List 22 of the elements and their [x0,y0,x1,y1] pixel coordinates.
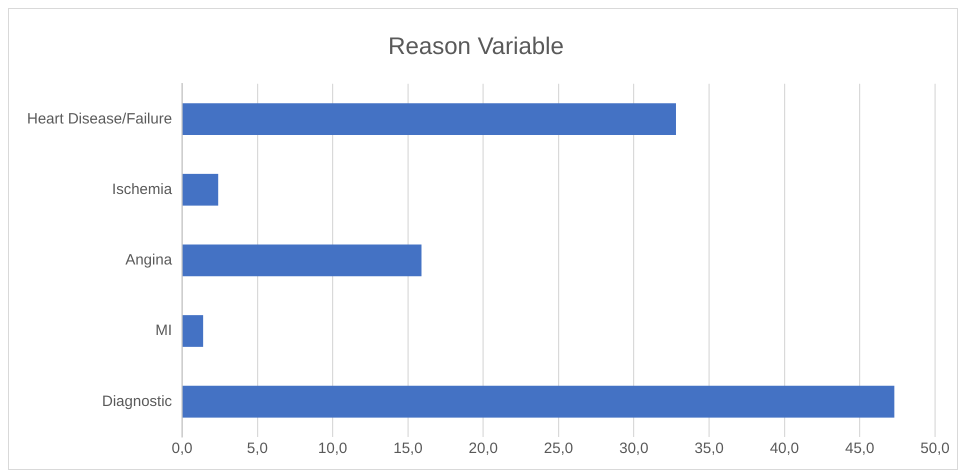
x-tick-label: 50,0 [920,440,950,458]
x-tick-label: 20,0 [468,440,498,458]
bar [182,244,422,276]
x-tick-label: 5,0 [246,440,268,458]
y-tick-label: Heart Disease/Failure [26,110,172,128]
bar [182,174,218,206]
x-tick-label: 15,0 [393,440,423,458]
x-tick-label: 25,0 [544,440,574,458]
y-tick-label: Diagnostic [102,392,173,410]
bar [182,386,894,418]
x-tick-label: 40,0 [770,440,800,458]
chart-title: Reason Variable [388,33,564,60]
x-tick-label: 10,0 [318,440,348,458]
x-tick-label: 45,0 [845,440,874,458]
bar [182,103,676,136]
x-tick-label: 35,0 [694,440,724,458]
bar [182,315,204,347]
y-tick-label: Angina [125,252,173,269]
x-tick-label: 30,0 [619,440,648,458]
y-tick-label: MI [155,322,172,340]
x-tick-label: 0,0 [172,440,192,458]
y-tick-label: Ischemia [112,180,173,198]
